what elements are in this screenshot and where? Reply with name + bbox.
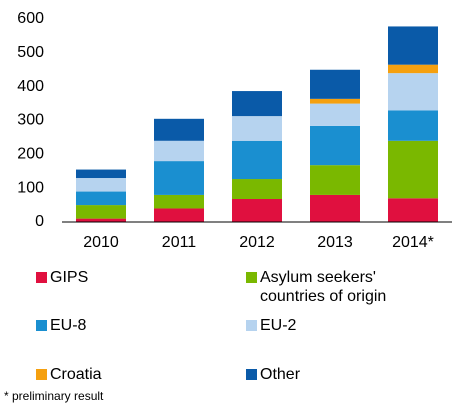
y-tick-label: 500 <box>17 44 44 61</box>
footnote: * preliminary result <box>4 389 104 403</box>
legend-item: Other <box>246 365 446 384</box>
legend-item: EU-2 <box>246 316 446 335</box>
bar-segment <box>76 178 126 192</box>
legend-swatch <box>246 369 257 380</box>
legend-item: EU-8 <box>36 316 236 335</box>
bar-segment <box>388 73 438 111</box>
legend-item: GIPS <box>36 268 236 287</box>
bar-segment <box>310 69 360 99</box>
x-tick-label: 2013 <box>317 234 353 251</box>
legend-label: Other <box>260 366 301 383</box>
legend-item: Asylum seekers' countries of origin <box>246 268 416 306</box>
y-tick-label: 100 <box>17 179 44 196</box>
legend-label: EU-8 <box>50 317 87 334</box>
legend-item: Croatia <box>36 365 236 384</box>
x-tick-label: 2010 <box>83 234 119 251</box>
x-tick-label: 2014* <box>392 234 434 251</box>
bar-segment <box>154 194 204 209</box>
bar-segment <box>232 198 282 222</box>
bar-segment <box>310 103 360 126</box>
y-tick-label: 200 <box>17 146 44 163</box>
bar-segment <box>388 198 438 222</box>
bar-segment <box>232 179 282 199</box>
bar-segment <box>76 205 126 219</box>
plot: 0 100 200 300 400 500 600 2010 2011 2012 2013 2014* <box>17 10 452 251</box>
legend-label: GIPS <box>50 269 89 286</box>
bar-segment <box>232 140 282 180</box>
legend-swatch <box>36 369 47 380</box>
y-tick-label: 0 <box>35 213 44 230</box>
y-tick-label: 300 <box>17 112 44 129</box>
y-tick-label: 400 <box>17 78 44 95</box>
bar-segment <box>388 64 438 74</box>
bar-segment <box>310 165 360 195</box>
legend-label: Asylum seekers' countries of origin <box>260 269 387 305</box>
bar-segment <box>154 161 204 195</box>
bar-segment <box>310 98 360 104</box>
legend-swatch <box>246 272 257 283</box>
bar-segment <box>310 125 360 166</box>
bar-segment <box>388 110 438 141</box>
bar-segment <box>76 218 126 222</box>
bar-segment <box>154 140 204 162</box>
y-tick-label: 600 <box>17 10 44 27</box>
bar-segment <box>388 140 438 199</box>
bar-segment <box>388 26 438 65</box>
bar-segment <box>232 116 282 141</box>
bar-segment <box>310 194 360 222</box>
bar-segment <box>76 169 126 179</box>
x-tick-label: 2012 <box>239 234 275 251</box>
legend-swatch <box>36 272 47 283</box>
bar-segment <box>154 118 204 141</box>
legend-label: EU-2 <box>260 317 297 334</box>
legend-swatch <box>246 320 257 331</box>
legend-label: Croatia <box>50 366 102 383</box>
x-tick-label: 2011 <box>162 234 197 251</box>
bar-segment <box>154 208 204 222</box>
bar-segment <box>232 91 282 117</box>
bar-segment <box>76 191 126 206</box>
legend-swatch <box>36 320 47 331</box>
